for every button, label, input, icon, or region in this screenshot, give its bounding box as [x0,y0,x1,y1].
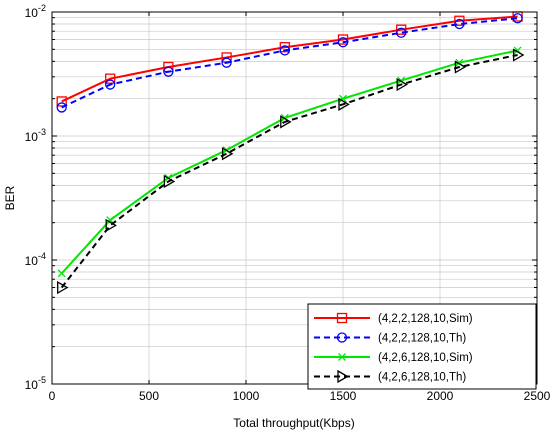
data-point [105,218,117,233]
data-point [337,37,349,48]
legend-label: (4,2,6,128,10,Th) [378,372,466,384]
legend-item: (4,2,6,128,10,Sim) [314,352,473,364]
data-point [280,115,292,129]
x-tick-label: 2500 [524,389,550,403]
legend-label: (4,2,6,128,10,Sim) [378,352,473,364]
data-point [337,34,349,45]
x-tick-labels: 0 500 1000 1500 2000 2500 [49,389,550,403]
legend-label: (4,2,2,128,10,Sim) [378,313,473,325]
y-axis-title: BER [3,185,17,210]
x-axis-title: Total throughput(Kbps) [233,416,354,430]
data-point [454,15,465,26]
series-line [60,54,518,289]
data-point [454,18,465,30]
x-tick-label: 1000 [233,389,260,403]
y-tick-label: 10-4 [25,251,46,268]
data-point [339,94,347,103]
x-tick-label: 500 [139,389,159,403]
legend-item: (4,2,6,128,10,Th) [314,369,466,384]
series-layer [56,11,525,295]
data-point [279,42,290,53]
x-tick-label: 1500 [330,389,357,403]
legend-item: (4,2,2,128,10,Sim) [314,312,473,325]
data-point [105,79,116,90]
data-point [279,45,290,56]
data-point [512,13,523,24]
data-point [105,73,116,84]
data-point [512,48,525,62]
data-point [336,312,348,324]
data-point [163,174,176,189]
data-point [338,97,350,111]
y-tick-label: 10-2 [25,3,46,20]
data-point [336,332,348,343]
data-point [454,60,467,74]
data-point [396,24,407,35]
legend-item: (4,2,2,128,10,Th) [314,332,466,345]
data-point [57,280,69,295]
legend: (4,2,2,128,10,Sim) (4,2,2,128,10,Th) (4,2,… [307,303,537,390]
data-point [221,147,234,161]
data-point [106,216,115,225]
legend-label: (4,2,2,128,10,Th) [378,333,466,345]
series-line [61,17,518,109]
data-point [56,96,67,107]
data-point [221,57,232,68]
data-point [163,66,174,77]
grid-lines [51,11,538,385]
data-point [338,353,346,361]
series-line [61,15,518,103]
axis-ticks [51,12,538,385]
data-point [396,77,408,92]
y-tick-labels: 10-5 10-4 10-3 10-2 [25,3,46,392]
data-point [337,369,349,384]
data-point [56,102,67,113]
x-tick-label: 2000 [427,389,454,403]
plot-frame [51,11,538,385]
series-2 [56,13,523,113]
data-point [57,269,66,278]
y-tick-label: 10-5 [25,375,46,392]
series-4 [57,48,525,295]
data-point [396,27,407,38]
x-tick-label: 0 [49,389,56,403]
y-tick-label: 10-3 [25,127,46,144]
